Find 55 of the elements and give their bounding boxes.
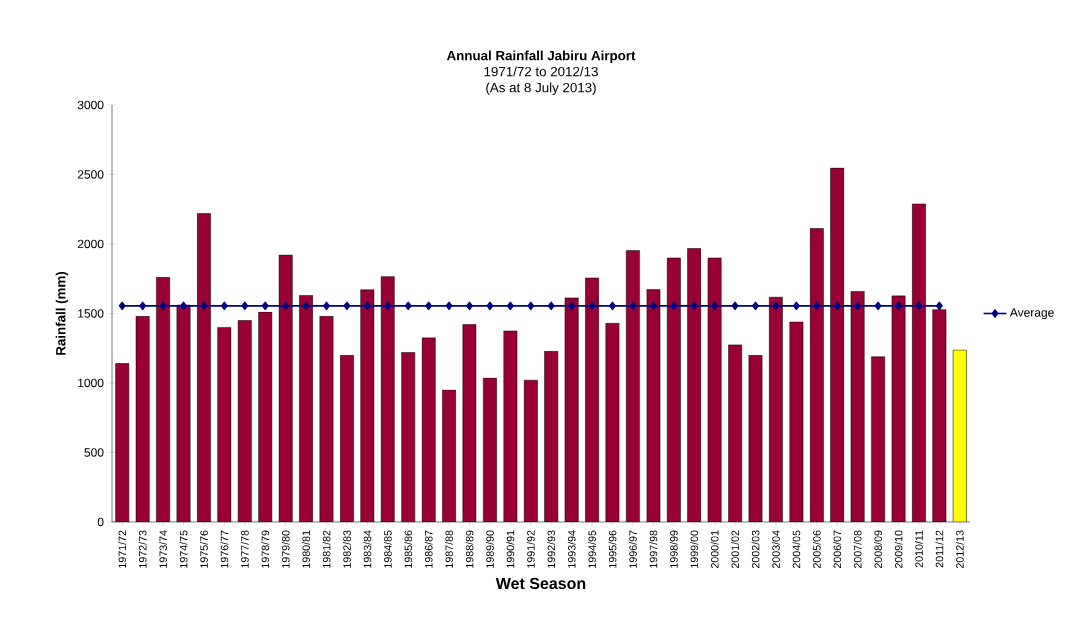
x-tick-label: 1991/92 xyxy=(526,530,535,568)
x-tick-label: 1974/75 xyxy=(179,530,188,568)
y-tick-label: 2500 xyxy=(77,170,104,179)
y-tick-label: 1000 xyxy=(78,378,104,388)
y-tick-label: 500 xyxy=(84,448,104,457)
y-tick-label: 0 xyxy=(97,517,104,527)
x-tick-label: 2007/08 xyxy=(853,530,862,569)
y-axis-title: Rainfall (mm) xyxy=(55,271,69,355)
x-tick-label: 1981/82 xyxy=(322,530,331,568)
x-tick-label: 1983/84 xyxy=(363,530,372,568)
x-tick-label: 1977/78 xyxy=(240,530,249,568)
x-tick-label: 2002/03 xyxy=(751,530,760,569)
text: (As at 8 July 2013) xyxy=(486,82,596,95)
x-tick-label: 1986/87 xyxy=(424,530,433,568)
x-tick-label: 2001/02 xyxy=(731,530,739,569)
x-tick-label: 1985/86 xyxy=(404,530,413,568)
x-tick-label: 1979/80 xyxy=(281,530,290,568)
x-tick-label: 1993/94 xyxy=(567,530,576,568)
x-tick-label: 1988/89 xyxy=(465,530,474,568)
x-tick-label: 2011/12 xyxy=(935,530,944,568)
x-tick-label: 1994/95 xyxy=(588,530,596,568)
x-tick-label: 1972/73 xyxy=(138,530,147,568)
x-tick-label: 2003/04 xyxy=(772,530,780,569)
chart-title: Annual Rainfall Jabiru Airport xyxy=(446,50,636,63)
x-tick-label: 1978/79 xyxy=(261,530,270,568)
x-tick-label: 1999/00 xyxy=(690,530,699,568)
y-tick-label: 2000 xyxy=(77,239,104,249)
x-tick-label: 2010/11 xyxy=(915,530,923,568)
x-tick-label: 2008/09 xyxy=(874,530,882,569)
x-tick-label: 1975/76 xyxy=(200,530,208,568)
x-tick-label: 1989/90 xyxy=(486,530,494,568)
x-tick-label: 2012/13 xyxy=(955,530,964,569)
x-tick-label: 2004/05 xyxy=(792,530,801,569)
x-tick-label: 2006/07 xyxy=(833,530,842,569)
x-tick-label: 1984/85 xyxy=(383,530,392,568)
x-tick-label: 1998/99 xyxy=(669,530,678,568)
x-tick-label: 1992/93 xyxy=(547,530,556,568)
x-tick-label: 1996/97 xyxy=(629,530,637,568)
x-tick-label: 1990/91 xyxy=(506,530,515,568)
x-tick-label: 1982/83 xyxy=(343,530,351,568)
x-tick-label: 1971/72 xyxy=(118,530,127,568)
x-axis-title: Wet Season xyxy=(495,577,586,590)
x-tick-label: 1997/98 xyxy=(649,530,658,568)
x-tick-label: 2009/10 xyxy=(894,530,903,569)
y-tick-label: 3000 xyxy=(77,100,104,110)
x-tick-label: 2005/06 xyxy=(812,530,821,569)
x-tick-label: 1980/81 xyxy=(302,530,310,568)
chart-subtitle: 1971/72 to 2012/13 xyxy=(484,66,598,77)
x-tick-label: 1973/74 xyxy=(159,530,167,568)
x-tick-label: 2000/01 xyxy=(710,530,719,569)
x-tick-label: 1987/88 xyxy=(445,530,453,568)
y-tick-label: 1500 xyxy=(78,309,104,318)
x-tick-label: 1995/96 xyxy=(608,530,617,568)
x-tick-label: 1976/77 xyxy=(220,530,229,568)
legend-label: Average xyxy=(1009,308,1054,320)
